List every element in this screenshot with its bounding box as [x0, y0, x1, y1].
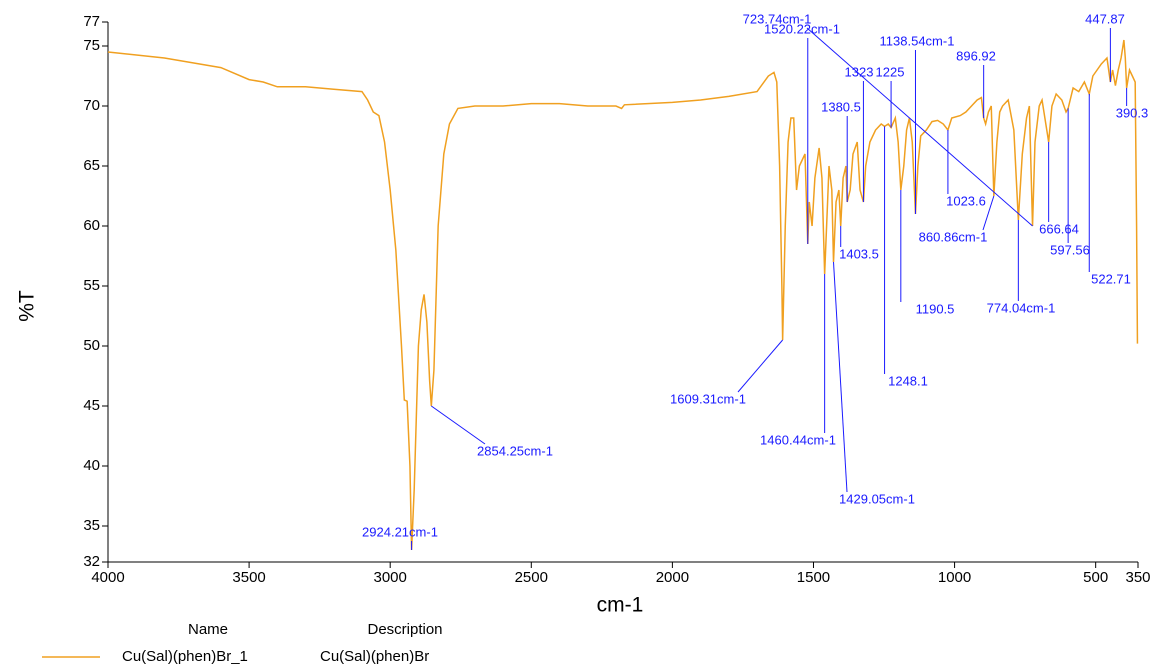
- legend-name: Cu(Sal)(phen)Br_1: [122, 648, 248, 665]
- annotation-leader: [431, 405, 486, 445]
- y-tick-label: 65: [83, 157, 100, 174]
- annotation-label: 1248.1: [888, 373, 928, 388]
- y-tick-label: 55: [83, 277, 100, 294]
- y-tick-label: 35: [83, 517, 100, 534]
- x-tick-label: 1500: [797, 569, 830, 586]
- annotation-label: 1190.5: [916, 301, 955, 316]
- annotation-label: 597.56: [1050, 242, 1090, 257]
- y-tick-label: 40: [83, 457, 100, 474]
- annotation-label: 522.71: [1091, 271, 1131, 286]
- annotation-label: 1023.6: [946, 193, 986, 208]
- annotation-label: 1380.5: [821, 99, 861, 114]
- y-axis-label: %T: [16, 290, 39, 322]
- x-tick-label: 500: [1083, 569, 1108, 586]
- annotation-label: 1520.22cm-1: [764, 21, 840, 36]
- y-tick-label: 70: [83, 97, 100, 114]
- legend-header: Description: [367, 621, 442, 638]
- legend-header: Name: [188, 621, 228, 638]
- x-axis-label: cm-1: [597, 594, 644, 617]
- annotation-label: 1403.5: [839, 246, 879, 261]
- annotation-label: 1225: [876, 64, 905, 79]
- annotation-label: 447.87: [1085, 11, 1125, 26]
- annotation-label: 896.92: [956, 48, 996, 63]
- annotation-label: 723.74cm-1: [743, 11, 812, 26]
- x-tick-label: 2000: [656, 569, 689, 586]
- x-tick-label: 350: [1125, 569, 1150, 586]
- annotation-label: 2854.25cm-1: [477, 443, 553, 458]
- x-tick-label: 2500: [515, 569, 548, 586]
- annotation-label: 774.04cm-1: [987, 300, 1056, 315]
- x-tick-label: 3000: [374, 569, 407, 586]
- annotation-label: 1429.05cm-1: [839, 491, 915, 506]
- annotation-leader: [833, 261, 848, 493]
- legend-description: Cu(Sal)(phen)Br: [320, 648, 429, 665]
- x-tick-label: 3500: [232, 569, 265, 586]
- x-tick-label: 4000: [91, 569, 124, 586]
- y-tick-label: 60: [83, 217, 100, 234]
- y-tick-label: 75: [83, 37, 100, 54]
- y-tick-label: 77: [83, 13, 100, 30]
- y-tick-label: 32: [83, 553, 100, 570]
- annotation-label: 1323: [845, 64, 874, 79]
- x-tick-label: 1000: [938, 569, 971, 586]
- annotation-label: 2924.21cm-1: [362, 524, 438, 539]
- y-tick-label: 50: [83, 337, 100, 354]
- annotation-label: 666.64: [1039, 221, 1079, 236]
- spectrum-line: [107, 39, 1139, 551]
- annotation-label: 1609.31cm-1: [670, 391, 746, 406]
- y-tick-label: 45: [83, 397, 100, 414]
- annotation-label: 390.3: [1116, 105, 1149, 120]
- annotation-label: 860.86cm-1: [919, 229, 988, 244]
- annotation-label: 1460.44cm-1: [760, 432, 836, 447]
- annotation-leader: [982, 195, 995, 231]
- annotation-leader: [737, 339, 784, 393]
- annotation-label: 1138.54cm-1: [880, 33, 955, 48]
- annotation-leader: [806, 27, 1033, 227]
